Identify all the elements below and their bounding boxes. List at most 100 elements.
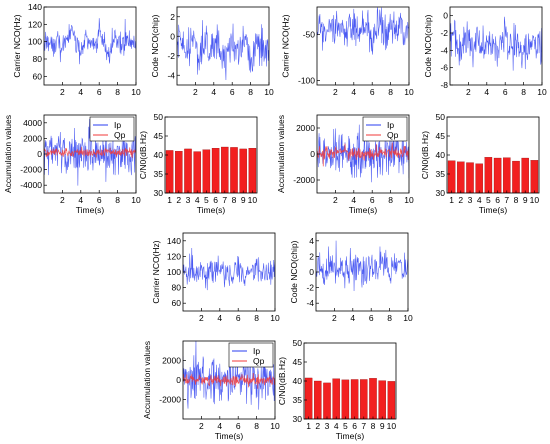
x-tick-label: 4: [195, 195, 200, 205]
y-tick-label: 45: [436, 131, 446, 141]
y-tick-label: 100: [167, 267, 181, 277]
legend-label-ip: Ip: [253, 346, 260, 356]
y-tick-label: 30: [154, 188, 164, 198]
y-tick-label: -2000: [159, 395, 181, 405]
bar-7: [221, 146, 229, 194]
plot-frame: [316, 6, 410, 86]
subplot-g3-carrier: 2 4 6 8 10 60 80 100 120 140 Carrier NCO(Hz): [151, 232, 280, 323]
series-group: [316, 240, 408, 291]
y-tick-label: 35: [293, 395, 303, 405]
x-tick-label: 2: [458, 195, 463, 205]
y-axis-label: C/N0(dB.Hz): [420, 131, 430, 179]
x-tick-label: 4: [351, 87, 356, 97]
series-line-qp: [183, 372, 275, 389]
series-line-ip: [183, 341, 275, 410]
x-tick-label: 4: [351, 195, 356, 205]
y-axis-label: Code NCO(chip): [289, 240, 299, 303]
y-tick-label: 0: [176, 375, 181, 385]
bar-5: [202, 149, 211, 194]
x-tick-label: 5: [486, 195, 491, 205]
x-tick-label: 2: [199, 313, 204, 323]
x-tick-label: 7: [504, 195, 509, 205]
x-tick-label: 10: [530, 195, 540, 205]
y-tick-label: 2: [170, 12, 175, 22]
y-tick-label: 30: [436, 188, 446, 198]
bar-8: [512, 160, 520, 194]
x-tick-label: 10: [404, 195, 414, 205]
bar-9: [521, 157, 529, 194]
y-tick-label: 2000: [23, 133, 42, 143]
x-tick-label: 8: [115, 195, 120, 205]
x-axis-label: Time(s): [479, 205, 508, 215]
x-tick-label: 9: [241, 195, 246, 205]
series-group: [450, 16, 542, 71]
bar-10: [248, 148, 257, 194]
bar-2: [457, 161, 465, 194]
x-tick-label: 2: [333, 195, 338, 205]
y-tick-label: 0: [443, 11, 448, 21]
x-tick-label: 6: [236, 421, 241, 431]
bar-9: [239, 148, 247, 194]
y-tick-label: -2000: [20, 165, 42, 175]
series-line-trace: [316, 240, 408, 291]
bar-8: [369, 378, 377, 420]
x-tick-label: 2: [332, 313, 337, 323]
x-tick-label: 1: [449, 195, 454, 205]
x-tick-label: 8: [371, 421, 376, 431]
bar-2: [314, 380, 322, 420]
subplot-g2-code: 2 4 6 8 10 -8 -6 -4 -2 0 Code NCO(chip): [423, 6, 547, 97]
y-tick-label: 50: [436, 112, 446, 122]
bar-2: [175, 151, 183, 194]
x-tick-label: 6: [370, 87, 375, 97]
y-tick-label: 4: [309, 236, 314, 246]
x-tick-label: 4: [78, 87, 83, 97]
series-line-trace: [44, 18, 136, 65]
series-line-trace: [450, 16, 542, 71]
y-tick-label: -4: [440, 45, 448, 55]
y-tick-label: 100: [28, 37, 42, 47]
x-tick-label: 10: [131, 195, 141, 205]
x-tick-label: 6: [370, 195, 375, 205]
plot-frame: [43, 6, 137, 86]
x-tick-label: 3: [186, 195, 191, 205]
series-group: [317, 124, 409, 183]
bar-5: [341, 379, 350, 420]
bar-9: [378, 380, 386, 420]
y-tick-label: -2: [306, 283, 314, 293]
x-tick-label: 4: [334, 421, 339, 431]
subplot-g1-carrier: 2 4 6 8 10 60 80 100 120 140 Carrier NCO(Hz): [12, 2, 141, 97]
x-tick-label: 8: [388, 195, 393, 205]
y-axis-label: Accumulation values: [276, 115, 286, 193]
x-tick-label: 6: [97, 195, 102, 205]
x-tick-label: 4: [217, 313, 222, 323]
x-tick-label: 6: [352, 421, 357, 431]
x-tick-label: 4: [350, 313, 355, 323]
x-tick-label: 9: [523, 195, 528, 205]
y-tick-label: 2000: [162, 356, 181, 366]
x-tick-label: 10: [131, 87, 141, 97]
bar-8: [230, 147, 238, 194]
x-tick-label: 6: [213, 195, 218, 205]
y-tick-label: 0: [170, 31, 175, 41]
bar-6: [211, 148, 220, 194]
x-tick-label: 8: [232, 195, 237, 205]
series-line-trace: [183, 248, 275, 291]
x-tick-label: 7: [222, 195, 227, 205]
x-tick-label: 9: [380, 421, 385, 431]
y-tick-label: 40: [154, 150, 164, 160]
y-tick-label: -6: [440, 63, 448, 73]
x-tick-label: 10: [270, 313, 280, 323]
x-tick-label: 4: [78, 195, 83, 205]
y-axis-label: C/N0(dB.Hz): [277, 357, 287, 405]
legend-label-qp: Qp: [114, 130, 126, 140]
legend-box: [89, 116, 135, 142]
y-tick-label: 40: [293, 376, 303, 386]
x-tick-label: 5: [204, 195, 209, 205]
y-axis-label: Carrier NCO(Hz): [281, 14, 291, 77]
y-tick-label: 2000: [296, 123, 315, 133]
